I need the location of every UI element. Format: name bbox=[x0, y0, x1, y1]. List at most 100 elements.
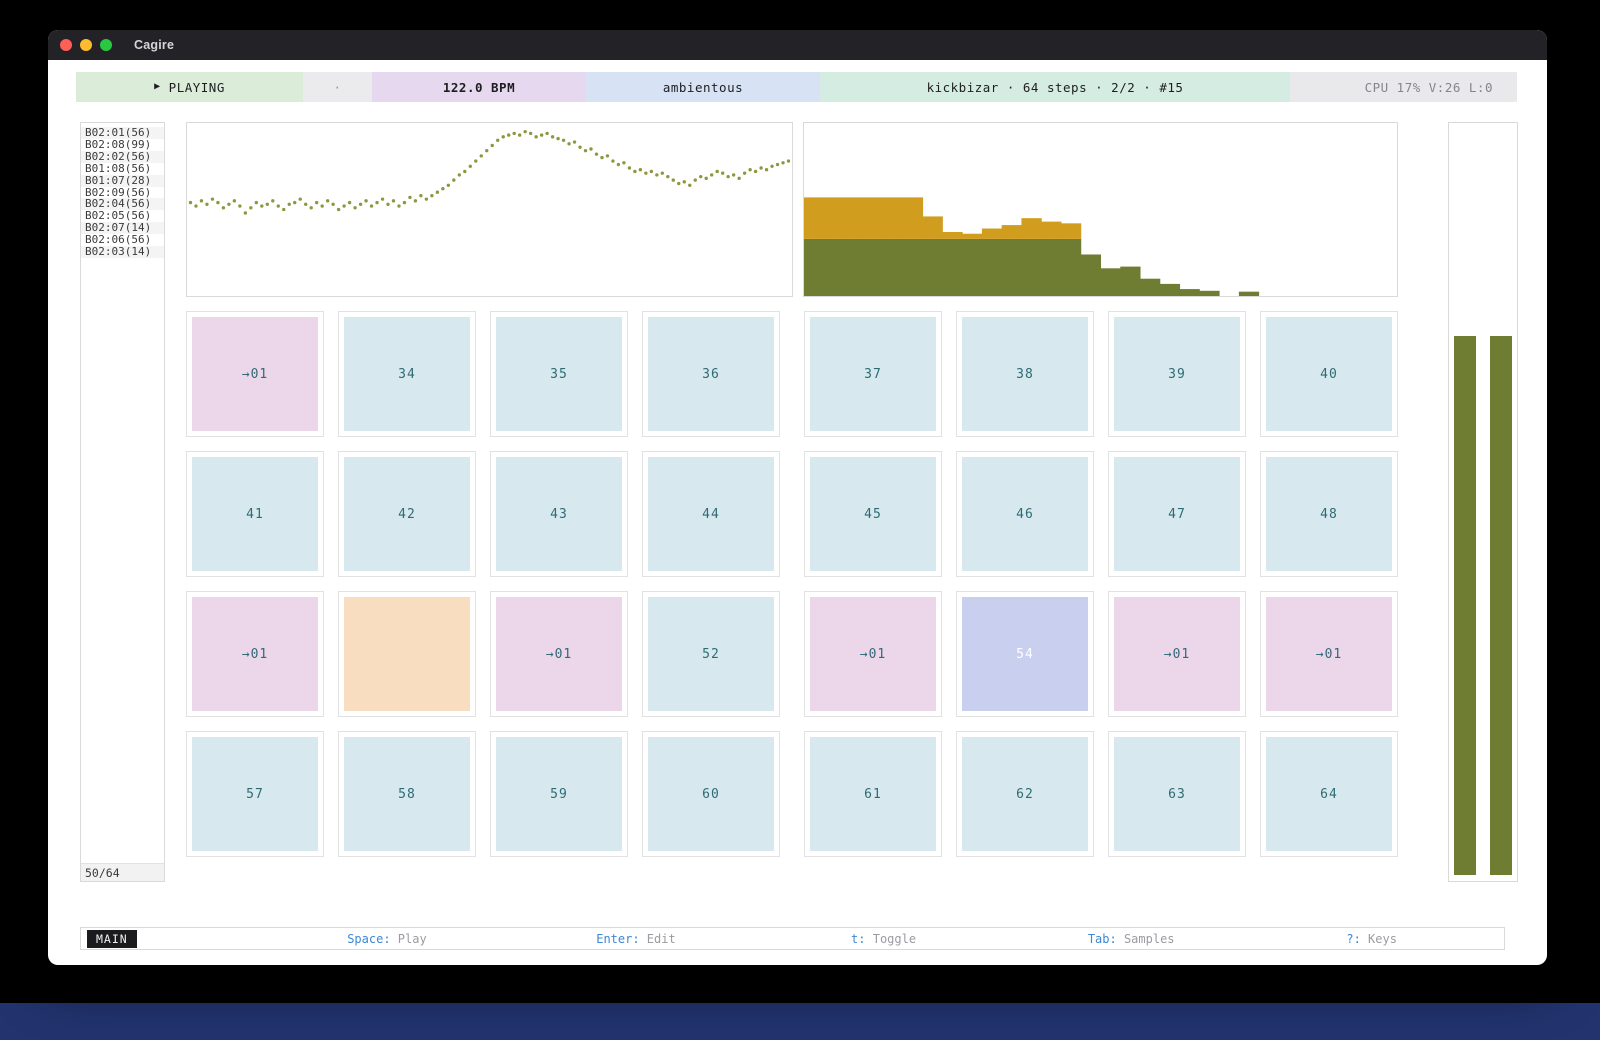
pad-cell[interactable]: 47 bbox=[1108, 451, 1246, 577]
pad-cell-label: 60 bbox=[648, 737, 774, 851]
sample-histogram-chart bbox=[804, 197, 1260, 296]
pad-cell[interactable]: 34 bbox=[338, 311, 476, 437]
title-bar[interactable]: Cagire bbox=[48, 30, 1547, 60]
histogram-panel[interactable] bbox=[803, 122, 1398, 297]
app-window: Cagire ▶ PLAYING · 122.0 BPM ambientous … bbox=[48, 30, 1547, 965]
pad-cell[interactable]: 45 bbox=[804, 451, 942, 577]
pad-cell[interactable]: 42 bbox=[338, 451, 476, 577]
pad-cell-label: 58 bbox=[344, 737, 470, 851]
pad-cell[interactable]: 39 bbox=[1108, 311, 1246, 437]
pad-cell-label: 41 bbox=[192, 457, 318, 571]
pad-cell-label: 45 bbox=[810, 457, 936, 571]
hint-key: ?: bbox=[1346, 931, 1361, 946]
minimize-window-button[interactable] bbox=[80, 39, 92, 51]
sample-item[interactable]: B02:06(56) bbox=[85, 233, 152, 247]
pad-cell[interactable]: 57 bbox=[186, 731, 324, 857]
pad-cell-label: →01 bbox=[496, 597, 622, 711]
hint-key: Space: bbox=[347, 931, 391, 946]
scene-name[interactable]: ambientous bbox=[586, 72, 820, 102]
key-hint-t: t: Toggle bbox=[851, 932, 916, 946]
pad-grid: →01 34 35 36 41 42 43 44 →01 →01 52 57 58 59 60 37 38 39… bbox=[186, 311, 1398, 857]
pad-cell-label: 62 bbox=[962, 737, 1088, 851]
pad-cell-label: →01 bbox=[1266, 597, 1392, 711]
samples-count: 50/64 bbox=[81, 863, 164, 881]
key-hint-tab: Tab: Samples bbox=[1088, 932, 1175, 946]
toolbar-separator-segment: · bbox=[303, 72, 372, 102]
pad-cell[interactable]: 35 bbox=[490, 311, 628, 437]
pad-cell-label: 43 bbox=[496, 457, 622, 571]
pad-cell[interactable]: 61 bbox=[804, 731, 942, 857]
pad-cell[interactable]: 43 bbox=[490, 451, 628, 577]
pad-cell-label: 37 bbox=[810, 317, 936, 431]
pad-cell-label: 48 bbox=[1266, 457, 1392, 571]
pad-cell-label: 38 bbox=[962, 317, 1088, 431]
sample-item[interactable]: B01:08(56) bbox=[85, 161, 152, 175]
pad-cell[interactable]: 52 bbox=[642, 591, 780, 717]
bpm-display[interactable]: 122.0 BPM bbox=[372, 72, 586, 102]
pad-cell[interactable]: 38 bbox=[956, 311, 1094, 437]
waveform-panel[interactable] bbox=[186, 122, 793, 297]
level-meter-panel bbox=[1448, 122, 1518, 882]
transport-label: PLAYING bbox=[168, 79, 225, 95]
cpu-stats: CPU 17% V:26 L:0 bbox=[1290, 72, 1517, 102]
level-meter-right bbox=[1490, 336, 1512, 875]
pattern-info[interactable]: kickbizar · 64 steps · 2/2 · #15 bbox=[820, 72, 1290, 102]
sample-item[interactable]: B02:04(56) bbox=[81, 198, 164, 211]
sample-item[interactable]: B02:02(56) bbox=[81, 150, 164, 163]
pad-cell-label: 36 bbox=[648, 317, 774, 431]
pad-cell-label: 46 bbox=[962, 457, 1088, 571]
zoom-window-button[interactable] bbox=[100, 39, 112, 51]
pad-cell[interactable]: →01 bbox=[1260, 591, 1398, 717]
hint-description: Toggle bbox=[865, 931, 917, 946]
pad-cell-label: 61 bbox=[810, 737, 936, 851]
hint-description: Play bbox=[390, 931, 427, 946]
samples-sidebar: B02:01(56) B02:08(99) B02:02(56) B01:08(56)… bbox=[80, 122, 165, 882]
sample-item[interactable]: B02:07(14) bbox=[81, 222, 164, 235]
pad-cell[interactable]: →01 bbox=[186, 311, 324, 437]
traffic-lights bbox=[60, 39, 112, 51]
pad-cell[interactable]: 62 bbox=[956, 731, 1094, 857]
pad-cell[interactable]: 60 bbox=[642, 731, 780, 857]
pad-cell[interactable]: →01 bbox=[186, 591, 324, 717]
pad-cell[interactable]: 46 bbox=[956, 451, 1094, 577]
samples-list: B02:01(56) B02:08(99) B02:02(56) B01:08(56)… bbox=[81, 123, 164, 258]
hint-description: Samples bbox=[1116, 931, 1175, 946]
pad-cell[interactable]: 54 bbox=[956, 591, 1094, 717]
pad-cell[interactable]: 44 bbox=[642, 451, 780, 577]
pad-cell[interactable]: 41 bbox=[186, 451, 324, 577]
pad-cell-label: 57 bbox=[192, 737, 318, 851]
sample-item[interactable]: B01:07(28) bbox=[81, 174, 164, 187]
pad-cell-label: 40 bbox=[1266, 317, 1392, 431]
sample-item[interactable]: B02:05(56) bbox=[85, 209, 152, 223]
sample-item[interactable]: B02:03(14) bbox=[81, 246, 164, 258]
sample-item[interactable]: B02:01(56) bbox=[81, 127, 164, 139]
dock-strip bbox=[0, 1003, 1600, 1040]
pad-cell[interactable]: 48 bbox=[1260, 451, 1398, 577]
pad-cell[interactable]: →01 bbox=[490, 591, 628, 717]
pad-cell[interactable]: 37 bbox=[804, 311, 942, 437]
pad-cell[interactable]: 59 bbox=[490, 731, 628, 857]
pad-cell[interactable]: 40 bbox=[1260, 311, 1398, 437]
level-meter-left bbox=[1454, 336, 1476, 875]
pad-cell[interactable]: →01 bbox=[1108, 591, 1246, 717]
close-window-button[interactable] bbox=[60, 39, 72, 51]
sample-item[interactable]: B02:09(56) bbox=[85, 185, 152, 199]
play-icon: ▶ bbox=[154, 81, 161, 92]
pad-cell-label: 64 bbox=[1266, 737, 1392, 851]
pad-cell-label: →01 bbox=[192, 597, 318, 711]
waveform-dot-plot bbox=[188, 129, 791, 215]
sample-item[interactable]: B02:08(99) bbox=[85, 137, 152, 151]
pad-cell[interactable]: 36 bbox=[642, 311, 780, 437]
transport-status[interactable]: ▶ PLAYING bbox=[76, 72, 303, 102]
pad-cell[interactable] bbox=[338, 591, 476, 717]
pad-cell[interactable]: 64 bbox=[1260, 731, 1398, 857]
pad-cell-label bbox=[344, 597, 470, 711]
status-bar: MAIN Space: Play Enter: Edit t: Toggle Tab:… bbox=[80, 927, 1505, 950]
pad-grid-left-half: →01 34 35 36 41 42 43 44 →01 →01 52 57 58 59 60 bbox=[186, 311, 780, 857]
pad-cell[interactable]: 63 bbox=[1108, 731, 1246, 857]
pad-cell[interactable]: 58 bbox=[338, 731, 476, 857]
pad-cell[interactable]: →01 bbox=[804, 591, 942, 717]
pad-cell-label: 52 bbox=[648, 597, 774, 711]
pad-cell-label: 34 bbox=[344, 317, 470, 431]
hint-key: Tab: bbox=[1087, 931, 1117, 946]
